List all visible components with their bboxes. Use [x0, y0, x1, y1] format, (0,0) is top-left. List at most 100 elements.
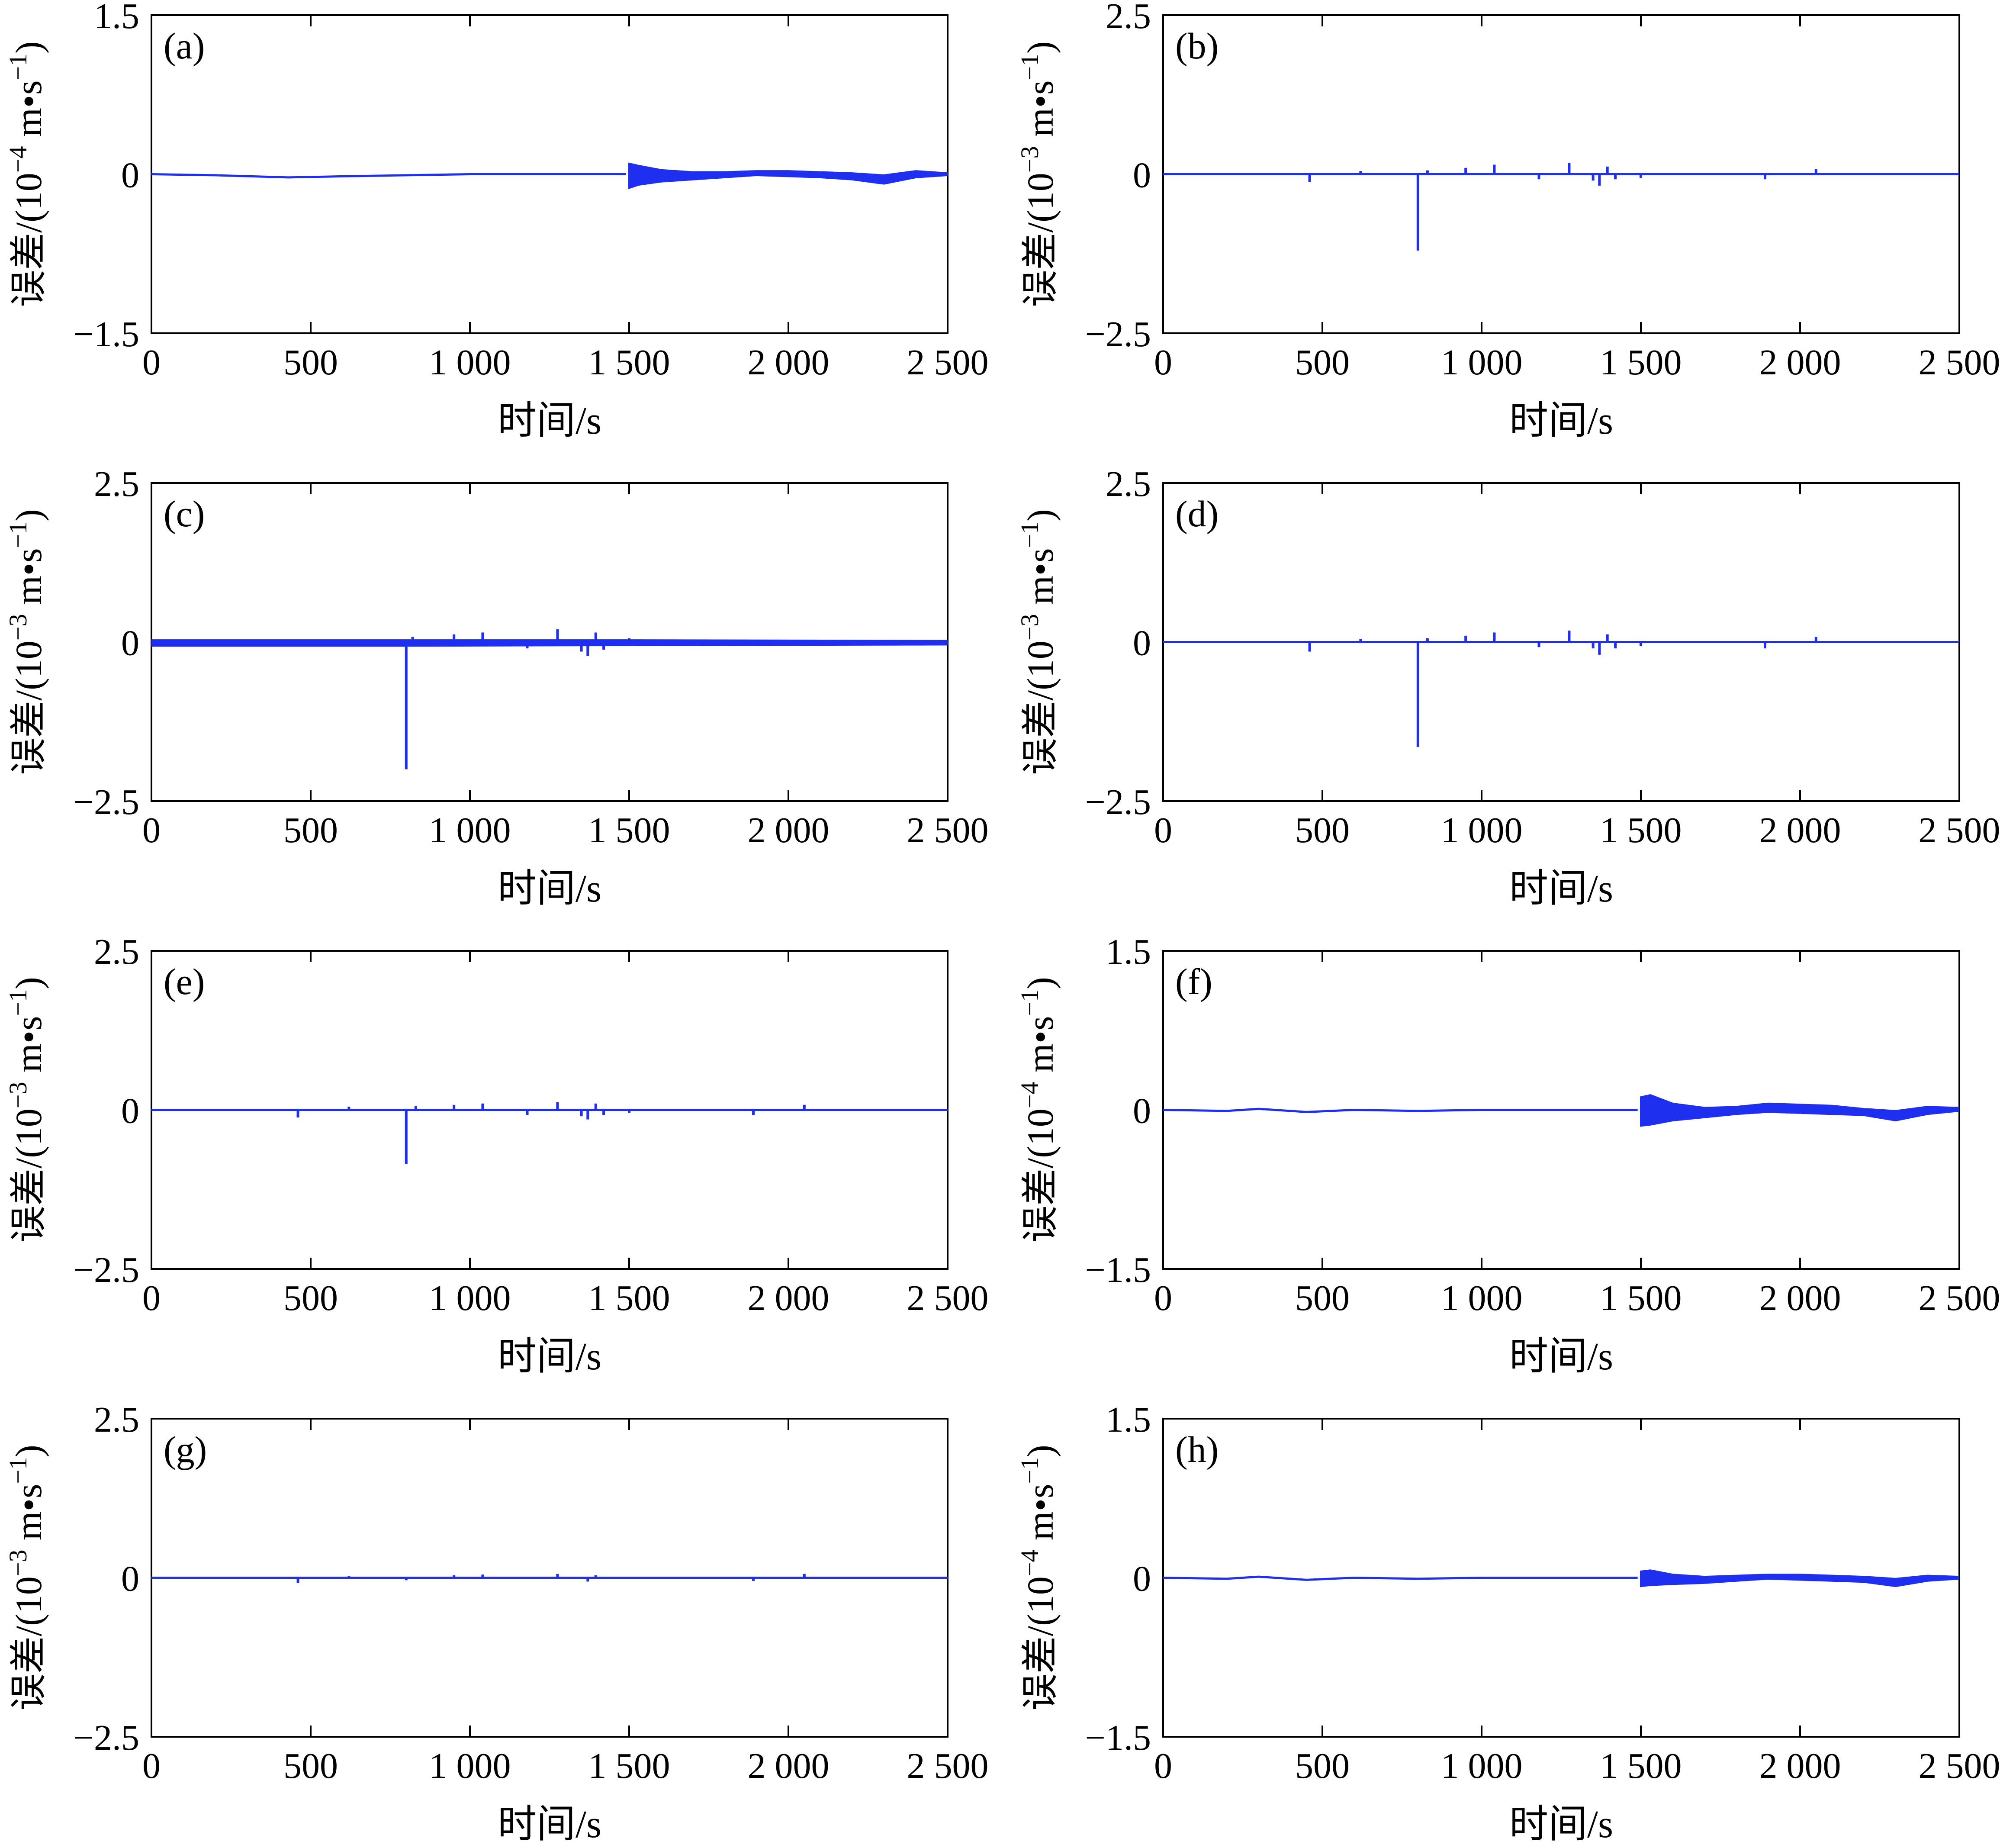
oscillation-band [1640, 1569, 1959, 1587]
y-tick-label: −2.5 [1085, 782, 1151, 822]
x-tick-label: 1 500 [1600, 342, 1682, 383]
panel-label: (a) [164, 25, 205, 67]
x-tick-label: 0 [142, 810, 161, 850]
y-axis-label-part: −4 [1016, 1550, 1044, 1577]
panel-label: (d) [1175, 493, 1219, 534]
y-tick-label: −2.5 [1085, 314, 1151, 354]
x-axis-label: 时间/s [1509, 1803, 1613, 1846]
y-axis-label-part: −1 [1016, 54, 1044, 80]
oscillation-band [628, 162, 948, 190]
x-tick-label: 500 [283, 810, 338, 850]
x-tick-label: 1 000 [429, 342, 511, 383]
y-axis-label-part: m•s [1019, 1016, 1061, 1082]
x-tick-label: 1 500 [1600, 810, 1682, 850]
x-tick-label: 2 500 [907, 810, 989, 850]
x-tick-label: 2 000 [748, 810, 830, 850]
x-tick-label: 2 500 [907, 1746, 989, 1786]
x-tick-label: 2 000 [1759, 1278, 1841, 1318]
x-tick-label: 2 500 [1919, 1746, 2000, 1786]
y-axis-label-part: −3 [4, 614, 32, 641]
x-tick-label: 0 [1154, 810, 1172, 850]
x-axis-label: 时间/s [1509, 399, 1613, 442]
y-tick-label: 2.5 [1106, 0, 1151, 36]
y-axis-label-part: 误差/(10 [8, 173, 49, 307]
x-tick-label: 500 [283, 1278, 338, 1318]
y-axis-label-part: 误差/(10 [1019, 173, 1061, 307]
y-tick-label: 2.5 [1106, 464, 1151, 504]
y-tick-label: −1.5 [74, 314, 139, 354]
x-axis-label: 时间/s [1509, 1335, 1613, 1378]
x-tick-label: 0 [142, 342, 161, 383]
x-tick-label: 500 [1295, 1278, 1350, 1318]
x-tick-label: 1 500 [1600, 1278, 1682, 1318]
y-axis-label-part: ) [8, 977, 49, 989]
y-axis-label-part: ) [8, 509, 49, 522]
y-axis-label: 误差/(10−3 m•s−1) [1016, 509, 1061, 775]
data-layer [151, 162, 948, 190]
chart-panel-h: 0 500 1 000 1 500 2 000 2 500−1.501.5(h)时间/s误… [1016, 1400, 2000, 1846]
y-tick-label: 0 [1133, 1559, 1151, 1599]
y-axis-label-part: 误差/(10 [1019, 1108, 1061, 1243]
x-tick-label: 500 [283, 342, 338, 383]
y-axis-label-part: −3 [1016, 614, 1044, 641]
x-tick-label: 0 [1154, 342, 1172, 383]
chart-panel-b: 0 500 1 000 1 500 2 000 2 500−2.502.5(b)时间/s误… [1016, 0, 2000, 442]
chart-panel-d: 0 500 1 000 1 500 2 000 2 500−2.502.5(d)时间/s误… [1016, 464, 2000, 910]
y-axis-label-part: −1 [1016, 1457, 1044, 1484]
chart-panel-f: 0 500 1 000 1 500 2 000 2 500−1.501.5(f)时间/s误… [1016, 932, 2000, 1378]
y-tick-label: 1.5 [1106, 932, 1151, 972]
x-tick-label: 1 000 [429, 810, 511, 850]
chart-panel-a: 0 500 1 000 1 500 2 000 2 500−1.501.5(a)时间/s误… [4, 0, 989, 442]
x-tick-label: 0 [142, 1746, 161, 1786]
x-tick-label: 500 [283, 1746, 338, 1786]
y-axis-label-part: 误差/(10 [1019, 641, 1061, 775]
y-axis-label-part: m•s [8, 80, 49, 146]
x-tick-label: 2 500 [907, 342, 989, 383]
x-tick-label: 1 500 [1600, 1746, 1682, 1786]
x-tick-label: 1 500 [588, 1278, 670, 1318]
y-axis-label-part: −1 [4, 54, 32, 80]
x-tick-label: 0 [1154, 1278, 1172, 1318]
y-tick-label: 0 [121, 155, 139, 196]
x-tick-label: 500 [1295, 810, 1350, 850]
data-layer [1163, 1094, 1959, 1127]
x-tick-label: 1 000 [429, 1746, 511, 1786]
panel-label: (c) [164, 493, 205, 534]
y-axis-label-part: ) [8, 41, 49, 54]
oscillation-band [1640, 1094, 1959, 1127]
y-axis-label: 误差/(10−3 m•s−1) [4, 509, 49, 775]
y-axis-label-part: ) [1019, 41, 1061, 54]
x-axis-label: 时间/s [498, 399, 601, 442]
x-tick-label: 1 000 [1441, 810, 1523, 850]
y-axis-label-part: ) [1019, 977, 1061, 989]
data-layer [1163, 1569, 1959, 1587]
y-axis-label-part: −1 [1016, 522, 1044, 548]
x-axis-label: 时间/s [498, 867, 601, 910]
oscillation-band [151, 639, 948, 647]
y-axis-label-part: 误差/(10 [8, 1576, 49, 1711]
y-axis-label-part: m•s [8, 1016, 49, 1082]
y-axis-label: 误差/(10−3 m•s−1) [4, 977, 49, 1243]
y-axis-label-part: −3 [1016, 146, 1044, 173]
data-layer [151, 629, 948, 769]
x-tick-label: 500 [1295, 1746, 1350, 1786]
y-axis-label-part: 误差/(10 [1019, 1576, 1061, 1711]
panel-label: (g) [164, 1429, 207, 1470]
y-tick-label: −1.5 [1085, 1250, 1151, 1290]
x-tick-label: 1 000 [1441, 1278, 1523, 1318]
data-layer [151, 1574, 948, 1583]
y-axis-label: 误差/(10−4 m•s−1) [4, 41, 49, 307]
panel-label: (f) [1175, 961, 1212, 1002]
series-line [1163, 1575, 1638, 1581]
y-axis-label-part: −4 [4, 146, 32, 173]
y-axis-label-part: 误差/(10 [8, 1108, 49, 1243]
x-tick-label: 2 500 [1919, 1278, 2000, 1318]
y-axis-label-part: −1 [4, 1457, 32, 1484]
y-axis-label-part: ) [8, 1445, 49, 1457]
y-tick-label: 1.5 [1106, 1400, 1151, 1440]
x-tick-label: 500 [1295, 342, 1350, 383]
x-tick-label: 0 [1154, 1746, 1172, 1786]
panel-label: (h) [1175, 1429, 1219, 1470]
x-tick-label: 2 500 [907, 1278, 989, 1318]
